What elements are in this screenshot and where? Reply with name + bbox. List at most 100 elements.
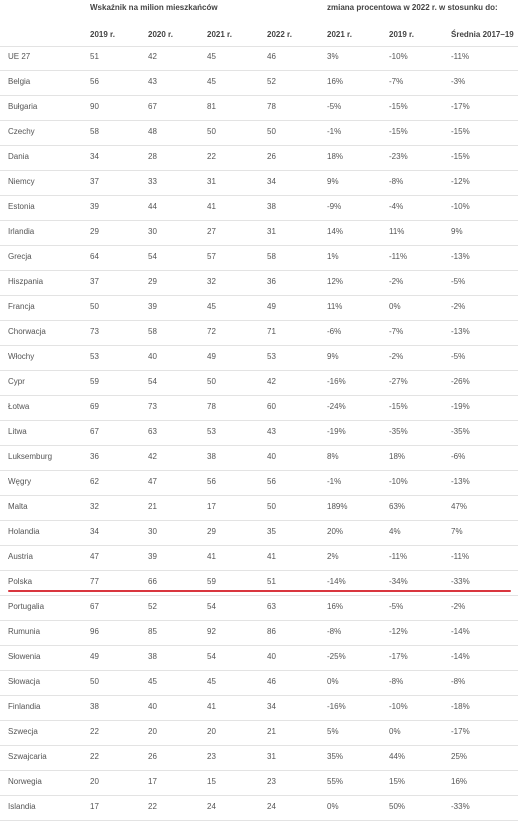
cell-value: 57 — [207, 252, 216, 261]
cell-value: 31 — [207, 177, 216, 186]
cell-value: -14% — [451, 652, 470, 661]
cell-value: 58 — [267, 252, 276, 261]
cell-value: 24 — [267, 802, 276, 811]
cell-value: -11% — [389, 552, 408, 561]
cell-value: 52 — [148, 602, 157, 611]
cell-value: -16% — [327, 702, 346, 711]
cell-value: -34% — [389, 577, 408, 586]
cell-value: 63 — [267, 602, 276, 611]
row-rule — [0, 270, 518, 271]
row-rule — [0, 795, 518, 796]
cell-value: 56 — [90, 77, 99, 86]
group-header: zmiana procentowa w 2022 r. w stosunku d… — [327, 3, 498, 12]
row-label: Chorwacja — [8, 327, 46, 336]
cell-value: 58 — [148, 327, 157, 336]
row-label: Słowenia — [8, 652, 41, 661]
cell-value: -13% — [451, 477, 470, 486]
cell-value: -16% — [327, 377, 346, 386]
cell-value: 63 — [148, 427, 157, 436]
cell-value: -11% — [451, 52, 470, 61]
cell-value: -5% — [389, 602, 404, 611]
cell-value: -23% — [389, 152, 408, 161]
row-rule — [0, 820, 518, 821]
cell-value: 40 — [267, 652, 276, 661]
cell-value: -11% — [389, 252, 408, 261]
cell-value: 15% — [389, 777, 406, 786]
cell-value: 96 — [90, 627, 99, 636]
cell-value: 90 — [90, 102, 99, 111]
cell-value: 77 — [90, 577, 99, 586]
row-label: Holandia — [8, 527, 40, 536]
cell-value: 34 — [267, 702, 276, 711]
cell-value: 72 — [207, 327, 216, 336]
cell-value: 26 — [148, 752, 157, 761]
cell-value: 9% — [327, 177, 339, 186]
cell-value: 53 — [90, 352, 99, 361]
cell-value: 46 — [267, 52, 276, 61]
cell-value: 37 — [90, 177, 99, 186]
cell-value: 47 — [148, 477, 157, 486]
row-rule — [0, 395, 518, 396]
cell-value: -2% — [389, 352, 404, 361]
cell-value: 50 — [90, 677, 99, 686]
cell-value: 67 — [90, 427, 99, 436]
cell-value: 20 — [207, 727, 216, 736]
cell-value: 189% — [327, 502, 348, 511]
cell-value: 44% — [389, 752, 406, 761]
column-header: 2019 r. — [389, 30, 414, 39]
cell-value: 42 — [148, 452, 157, 461]
cell-value: 67 — [90, 602, 99, 611]
cell-value: 2% — [327, 552, 339, 561]
cell-value: 20 — [90, 777, 99, 786]
cell-value: 54 — [148, 252, 157, 261]
row-rule — [0, 520, 518, 521]
cell-value: 49 — [90, 652, 99, 661]
cell-value: 9% — [327, 352, 339, 361]
cell-value: 39 — [148, 302, 157, 311]
cell-value: 51 — [267, 577, 276, 586]
cell-value: 38 — [267, 202, 276, 211]
cell-value: 39 — [148, 552, 157, 561]
cell-value: -35% — [451, 427, 470, 436]
cell-value: 0% — [327, 677, 339, 686]
row-rule — [0, 745, 518, 746]
row-label: Estonia — [8, 202, 35, 211]
cell-value: 66 — [148, 577, 157, 586]
cell-value: 54 — [207, 652, 216, 661]
cell-value: 3% — [327, 52, 339, 61]
row-label: Szwecja — [8, 727, 38, 736]
row-rule — [0, 70, 518, 71]
cell-value: -2% — [451, 302, 466, 311]
cell-value: -24% — [327, 402, 346, 411]
cell-value: -27% — [389, 377, 408, 386]
cell-value: 36 — [267, 277, 276, 286]
cell-value: -5% — [451, 352, 466, 361]
cell-value: 50% — [389, 802, 406, 811]
cell-value: 34 — [90, 152, 99, 161]
row-rule — [0, 295, 518, 296]
cell-value: 18% — [389, 452, 406, 461]
cell-value: -13% — [451, 252, 470, 261]
cell-value: 31 — [267, 227, 276, 236]
cell-value: 54 — [148, 377, 157, 386]
cell-value: 73 — [90, 327, 99, 336]
column-header: Średnia 2017–19 — [451, 30, 514, 39]
cell-value: 45 — [207, 677, 216, 686]
cell-value: 0% — [389, 727, 401, 736]
cell-value: -2% — [389, 277, 404, 286]
row-label: Łotwa — [8, 402, 30, 411]
cell-value: -19% — [327, 427, 346, 436]
row-rule — [0, 545, 518, 546]
cell-value: -14% — [451, 627, 470, 636]
cell-value: 38 — [148, 652, 157, 661]
cell-value: 21 — [267, 727, 276, 736]
cell-value: 16% — [327, 77, 344, 86]
cell-value: 51 — [90, 52, 99, 61]
cell-value: -9% — [327, 202, 342, 211]
cell-value: -11% — [451, 552, 470, 561]
row-rule — [0, 720, 518, 721]
cell-value: 4% — [389, 527, 401, 536]
cell-value: 23 — [207, 752, 216, 761]
row-rule — [0, 445, 518, 446]
